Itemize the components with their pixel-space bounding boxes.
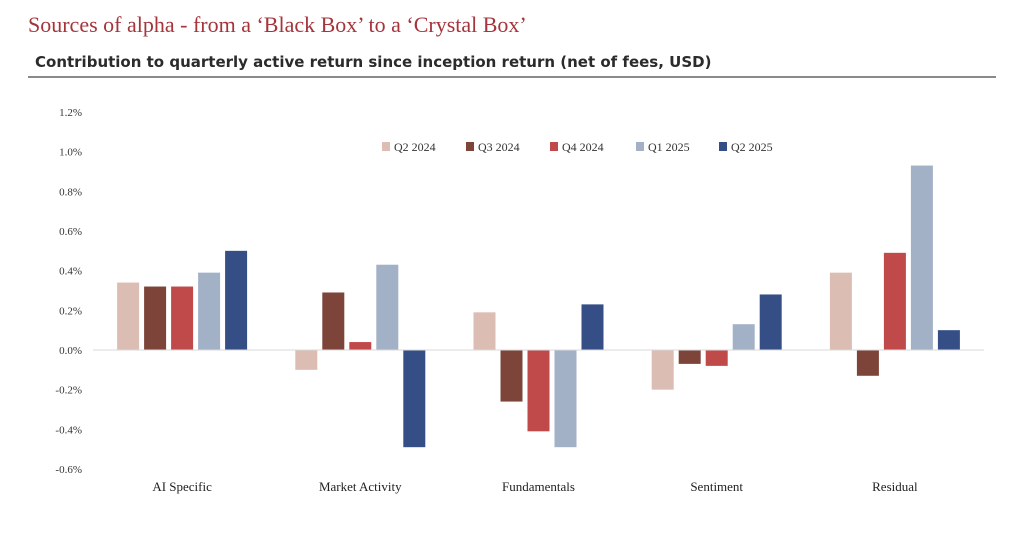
- y-tick-label: 0.2%: [59, 305, 82, 317]
- page-title: Sources of alpha - from a ‘Black Box’ to…: [28, 12, 527, 37]
- bar: [829, 272, 852, 350]
- bar: [500, 350, 523, 402]
- bar: [117, 282, 140, 350]
- header-divider: [28, 76, 996, 78]
- y-tick-label: 1.0%: [59, 147, 82, 159]
- y-tick-label: -0.2%: [55, 385, 82, 397]
- legend-label: Q3 2024: [478, 140, 520, 154]
- y-axis: -0.6% -0.4% -0.2% 0.0% 0.2% 0.4% 0.6% 0.8% 1.0% 1…: [55, 107, 82, 476]
- legend-swatch: [466, 142, 474, 151]
- bar: [403, 350, 426, 448]
- legend-item: Q2 2024: [382, 140, 436, 154]
- bar: [322, 292, 345, 350]
- bar: [856, 350, 879, 376]
- y-tick-label: 1.2%: [59, 107, 82, 119]
- legend-item: Q4 2024: [550, 140, 604, 154]
- bar: [883, 252, 906, 350]
- bar: [473, 312, 496, 350]
- x-category-label: Market Activity: [319, 479, 402, 494]
- x-category-label: Residual: [872, 479, 918, 494]
- legend-item: Q1 2025: [636, 140, 690, 154]
- chart-subtitle: Contribution to quarterly active return …: [35, 53, 712, 71]
- bar: [225, 250, 248, 350]
- legend-label: Q1 2025: [648, 140, 690, 154]
- bars: [117, 165, 960, 448]
- legend-label: Q4 2024: [562, 140, 604, 154]
- x-category-label: Fundamentals: [502, 479, 575, 494]
- bar: [295, 350, 318, 370]
- x-category-label: Sentiment: [690, 479, 743, 494]
- legend-label: Q2 2024: [394, 140, 436, 154]
- bar: [732, 324, 755, 350]
- legend-swatch: [636, 142, 644, 151]
- bar: [527, 350, 550, 432]
- x-axis: AI Specific Market Activity Fundamentals Se…: [152, 479, 918, 494]
- y-tick-label: 0.4%: [59, 266, 82, 278]
- y-tick-label: -0.6%: [55, 464, 82, 476]
- bar: [581, 304, 604, 350]
- bar: [198, 272, 221, 350]
- legend-item: Q3 2024: [466, 140, 520, 154]
- legend-swatch: [382, 142, 390, 151]
- bar: [349, 342, 372, 350]
- x-category-label: AI Specific: [152, 479, 212, 494]
- bar: [144, 286, 167, 350]
- legend-item: Q2 2025: [719, 140, 773, 154]
- bar: [171, 286, 194, 350]
- y-tick-label: 0.6%: [59, 226, 82, 238]
- bar: [759, 294, 782, 350]
- legend: Q2 2024 Q3 2024 Q4 2024 Q1 2025 Q2 2025: [382, 140, 773, 154]
- bar: [937, 330, 960, 350]
- y-tick-label: 0.0%: [59, 345, 82, 357]
- legend-label: Q2 2025: [731, 140, 773, 154]
- bar: [910, 165, 933, 350]
- bar: [554, 350, 577, 448]
- bar: [678, 350, 701, 364]
- bar: [376, 264, 399, 350]
- y-tick-label: 0.8%: [59, 186, 82, 198]
- y-tick-label: -0.4%: [55, 424, 82, 436]
- bar: [651, 350, 674, 390]
- bar: [705, 350, 728, 366]
- legend-swatch: [550, 142, 558, 151]
- legend-swatch: [719, 142, 727, 151]
